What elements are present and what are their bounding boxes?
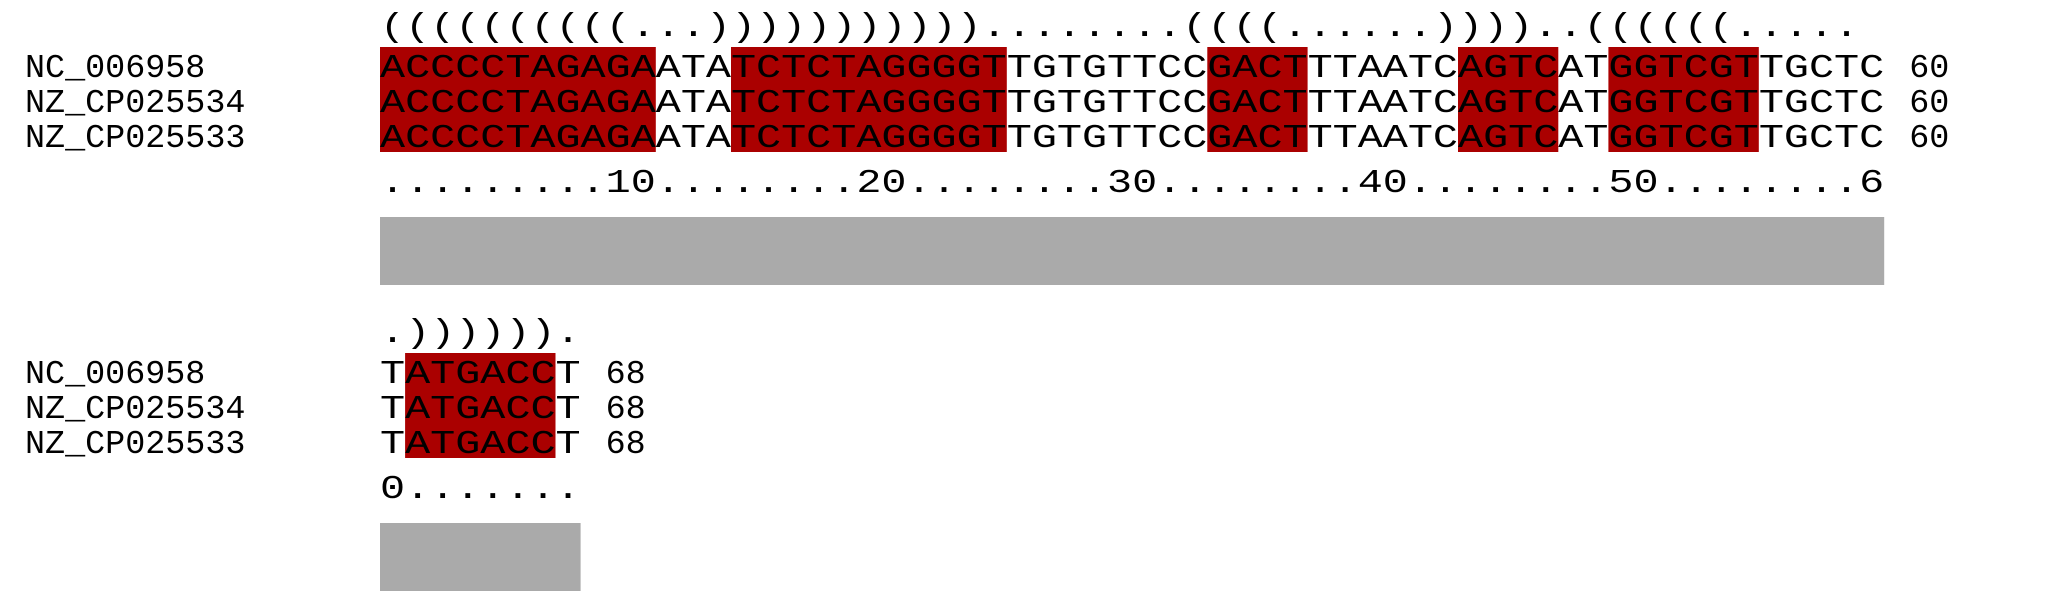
sequence-text: ACCCCTAGAGAATATCTCTAGGGGTTGTGTTCCGACTTTA… [380, 50, 1884, 88]
sequence-text: ACCCCTAGAGAATATCTCTAGGGGTTGTGTTCCGACTTTA… [380, 120, 1884, 158]
sequence-text: ACCCCTAGAGAATATCTCTAGGGGTTGTGTTCCGACTTTA… [380, 85, 1884, 123]
position-ruler: .........10........20........30........4… [380, 165, 1884, 203]
sequence-name: NZ_CP025534 [25, 391, 245, 429]
sequence-name: NC_006958 [25, 356, 205, 394]
conservation-bar [380, 217, 1885, 285]
sequence-end-position: 68 [606, 391, 646, 429]
sequence-text: TATGACCT [380, 391, 581, 429]
paired-region-highlight [1608, 47, 1759, 152]
paired-region-highlight [731, 47, 1007, 152]
paired-region-highlight [405, 353, 556, 458]
sequence-name: NZ_CP025534 [25, 85, 245, 123]
position-ruler: 0....... [380, 471, 581, 509]
sequence-end-position: 68 [606, 356, 646, 394]
sequence-name: NZ_CP025533 [25, 426, 245, 464]
sequence-name: NZ_CP025533 [25, 120, 245, 158]
sequence-end-position: 60 [1909, 85, 1949, 123]
structure-line: .)))))). [380, 315, 581, 353]
sequence-end-position: 60 [1909, 50, 1949, 88]
paired-region-highlight [1458, 47, 1559, 152]
paired-region-highlight [1207, 47, 1308, 152]
sequence-text: TATGACCT [380, 426, 581, 464]
sequence-name: NC_006958 [25, 50, 205, 88]
sequence-end-position: 60 [1909, 120, 1949, 158]
sequence-text: TATGACCT [380, 356, 581, 394]
paired-region-highlight [380, 47, 656, 152]
sequence-end-position: 68 [606, 426, 646, 464]
structure-line: ((((((((((...)))))))))))........((((....… [380, 9, 1859, 47]
conservation-bar [380, 523, 581, 591]
